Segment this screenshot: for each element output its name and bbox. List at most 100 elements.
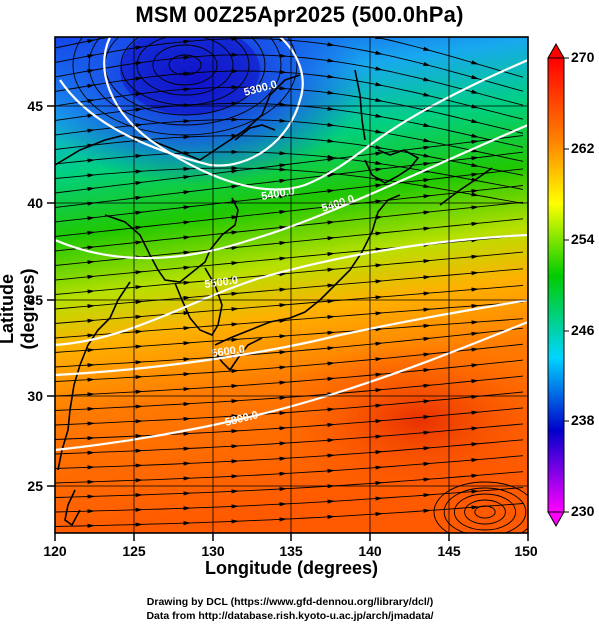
- coastlines: [55, 69, 493, 527]
- streamline-arrow: [279, 151, 287, 156]
- streamline-arrow: [231, 261, 239, 266]
- streamline-arrow: [471, 89, 479, 94]
- streamline-arrow: [231, 474, 239, 479]
- x-tick-140: 140: [358, 543, 382, 559]
- contour-5600: [55, 233, 528, 347]
- streamline-arrow: [423, 336, 431, 341]
- streamline-arrow: [375, 160, 383, 166]
- streamline-arrow: [231, 307, 239, 312]
- streamline-arrow: [183, 326, 191, 331]
- cyclone-streamline: [120, 37, 250, 106]
- streamline: [55, 503, 524, 527]
- streamline: [55, 375, 524, 411]
- streamline: [55, 391, 524, 426]
- streamline-arrow: [183, 135, 191, 140]
- streamline-arrow: [471, 221, 479, 227]
- streamline: [55, 235, 524, 281]
- streamline-arrow: [423, 307, 431, 312]
- streamline-arrow: [375, 66, 383, 71]
- streamline-arrow: [471, 205, 479, 210]
- streamline: [55, 54, 524, 106]
- streamline-arrow: [279, 471, 287, 476]
- streamline-arrow: [135, 314, 143, 320]
- streamline: [55, 407, 524, 440]
- streamline-arrow: [471, 473, 479, 478]
- contour-5400: [103, 37, 528, 191]
- streamline-arrow: [87, 406, 95, 412]
- streamline-arrow: [471, 156, 479, 161]
- streamline-arrow: [183, 24, 191, 28]
- streamline-arrow: [375, 295, 383, 300]
- colorbar-tick-270: 270: [571, 49, 595, 65]
- streamline-arrow: [327, 157, 335, 162]
- credit-line-dcl: Drawing by DCL (https://www.gfd-dennou.o…: [146, 596, 434, 608]
- streamline-arrow: [423, 153, 431, 158]
- streamline-arrow: [135, 419, 143, 424]
- streamline-arrow: [327, 407, 335, 412]
- streamline-arrow: [327, 453, 335, 458]
- colorbar-tick-254: 254: [571, 231, 595, 247]
- streamline-arrow: [279, 69, 287, 75]
- y-tick-35: 35: [27, 292, 43, 308]
- x-tick-labels: 120 125 130 135 140 145 150: [43, 543, 538, 559]
- y-tick-30: 30: [27, 388, 43, 404]
- colorbar-tick-230: 230: [571, 503, 595, 519]
- streamline-arrow: [471, 363, 479, 368]
- streamline-arrow: [423, 323, 431, 328]
- streamline-arrow: [87, 479, 95, 485]
- x-tick-145: 145: [437, 543, 461, 559]
- streamline-arrow: [87, 216, 95, 221]
- streamline-arrow: [279, 502, 287, 507]
- streamline-arrow: [471, 303, 479, 309]
- streamline: [55, 439, 524, 469]
- colorbar: 270 262 254 246 238 230: [547, 42, 595, 528]
- streamline-arrow: [135, 389, 143, 394]
- streamline-arrow: [375, 113, 383, 118]
- streamline-arrow: [327, 220, 335, 225]
- contour-5800: [55, 320, 528, 452]
- streamline-arrow: [135, 270, 143, 275]
- streamline-arrow: [327, 438, 335, 443]
- streamline-arrow: [279, 380, 287, 385]
- streamline-arrow: [231, 322, 239, 327]
- streamline: [55, 38, 524, 92]
- streamline-arrow: [327, 346, 335, 351]
- streamline-arrow: [471, 162, 479, 167]
- streamline-arrow: [135, 478, 143, 483]
- streamline-arrow: [231, 245, 239, 250]
- streamline-arrow: [87, 392, 95, 397]
- anticyclone-streamline: [433, 481, 528, 533]
- streamline-arrow: [375, 145, 383, 150]
- streamline-arrow: [423, 352, 431, 357]
- streamline-arrow: [87, 363, 95, 368]
- colorbar-gradient: [547, 57, 565, 513]
- anticyclone-streamline: [453, 493, 517, 531]
- streamline-arrow: [231, 444, 239, 449]
- anticyclone-streamline: [474, 505, 496, 519]
- streamline: [55, 301, 524, 339]
- streamline-arrow: [231, 489, 239, 494]
- streamline-arrow: [375, 450, 383, 455]
- streamline-arrow: [87, 289, 95, 294]
- grid-lines: [55, 37, 528, 533]
- streamline-arrow: [231, 459, 239, 464]
- streamline-arrow: [87, 465, 95, 470]
- streamline: [55, 284, 524, 324]
- streamline-arrow: [279, 303, 287, 308]
- streamline-arrow: [279, 456, 287, 461]
- streamline-arrow: [279, 178, 287, 184]
- streamline-arrow: [279, 287, 287, 292]
- streamline-arrow: [135, 493, 143, 498]
- streamline-arrow: [87, 173, 95, 178]
- x-tick-130: 130: [201, 543, 225, 559]
- streamline-arrow: [423, 368, 431, 373]
- streamline-arrow: [183, 401, 191, 407]
- x-tick-120: 120: [43, 543, 67, 559]
- contour-5500: [55, 123, 528, 260]
- streamline-arrow: [183, 280, 191, 285]
- streamline-arrow: [87, 186, 95, 192]
- streamline-arrow: [231, 85, 239, 90]
- streamline-arrow: [279, 86, 287, 91]
- streamline-arrow: [135, 329, 143, 334]
